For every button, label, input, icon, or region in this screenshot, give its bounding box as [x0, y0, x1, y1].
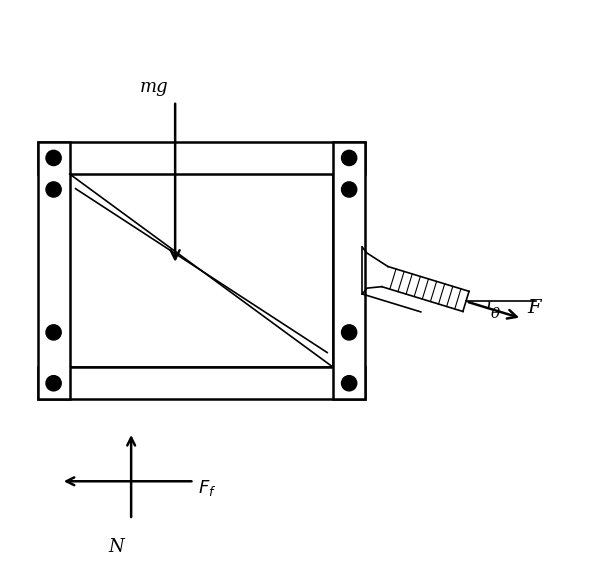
Text: F: F	[528, 299, 541, 317]
Circle shape	[46, 376, 61, 391]
Text: θ: θ	[490, 307, 500, 321]
Bar	[38, 142, 70, 399]
Circle shape	[342, 325, 357, 340]
Circle shape	[46, 151, 61, 166]
Bar	[38, 142, 365, 174]
Text: mg: mg	[140, 78, 169, 96]
Text: N: N	[109, 538, 124, 556]
Bar	[70, 174, 333, 367]
Circle shape	[342, 182, 357, 197]
Bar	[38, 367, 365, 399]
Circle shape	[46, 182, 61, 197]
Bar	[333, 142, 365, 399]
Text: $F_f$: $F_f$	[198, 478, 217, 498]
Circle shape	[342, 376, 357, 391]
Circle shape	[46, 325, 61, 340]
Circle shape	[342, 151, 357, 166]
